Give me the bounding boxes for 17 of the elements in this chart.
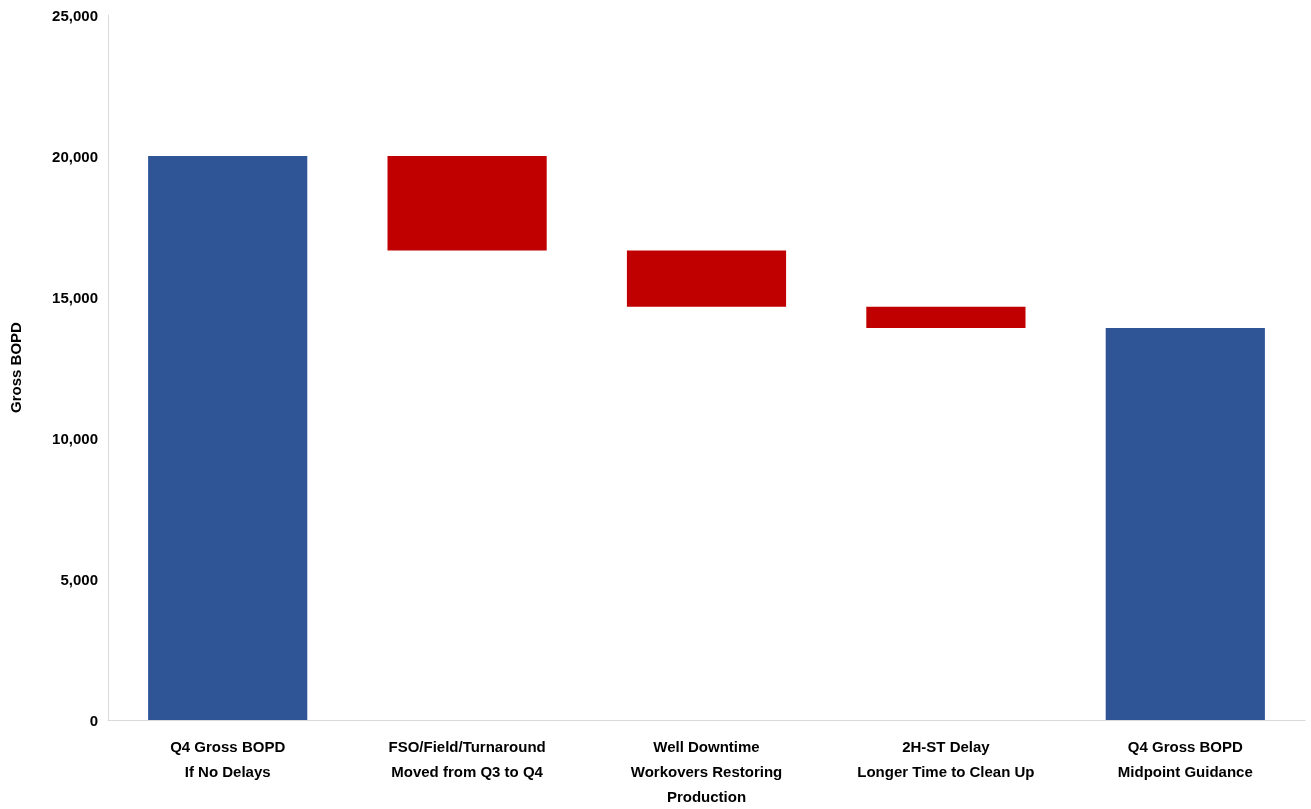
bar [148, 156, 308, 720]
bar [626, 250, 787, 307]
x-tick-label: Well Downtime Workovers Restoring Production [630, 738, 783, 805]
y-tick-label: 5,000 [60, 570, 98, 588]
x-tick-label: FSO/Field/Turnaround Moved from Q3 to Q4 [388, 738, 546, 780]
bar [866, 306, 1026, 329]
bar [1105, 328, 1265, 720]
y-tick-label: 0 [89, 711, 98, 729]
y-tick-label: 20,000 [52, 147, 98, 165]
y-tick-label: 15,000 [52, 288, 98, 306]
x-tick-label: Q4 Gross BOPD Midpoint Guidance [1117, 738, 1253, 780]
y-tick-label: 25,000 [52, 6, 98, 24]
x-tick-label: Q4 Gross BOPD If No Delays [170, 738, 286, 780]
bar [387, 156, 547, 251]
x-tick-label: 2H-ST Delay Longer Time to Clean Up [857, 738, 1035, 780]
y-axis-title: Gross BOPD [7, 321, 24, 413]
y-tick-label: 10,000 [52, 429, 98, 447]
